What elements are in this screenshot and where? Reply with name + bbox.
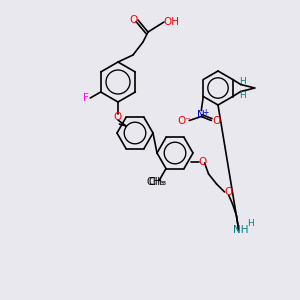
Text: O: O: [129, 15, 137, 25]
Text: O: O: [224, 187, 233, 197]
Text: O⁻: O⁻: [177, 116, 191, 125]
Text: CH₃: CH₃: [149, 177, 167, 187]
Text: F: F: [83, 93, 89, 103]
Text: O: O: [114, 112, 122, 122]
Text: H: H: [239, 91, 246, 100]
Text: CH₃: CH₃: [147, 177, 165, 187]
Text: +: +: [202, 108, 208, 117]
Text: NH: NH: [233, 225, 248, 235]
Text: OH: OH: [163, 17, 179, 27]
Text: H: H: [247, 220, 254, 229]
Text: O: O: [212, 116, 220, 125]
Text: H: H: [239, 77, 246, 86]
Text: O: O: [199, 157, 207, 167]
Text: N: N: [197, 110, 205, 119]
